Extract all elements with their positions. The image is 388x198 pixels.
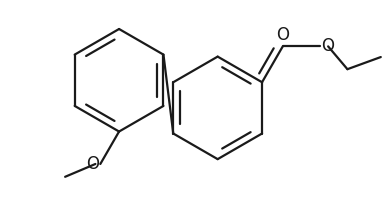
Text: O: O [322,37,334,55]
Text: O: O [86,155,99,173]
Text: O: O [276,26,289,44]
